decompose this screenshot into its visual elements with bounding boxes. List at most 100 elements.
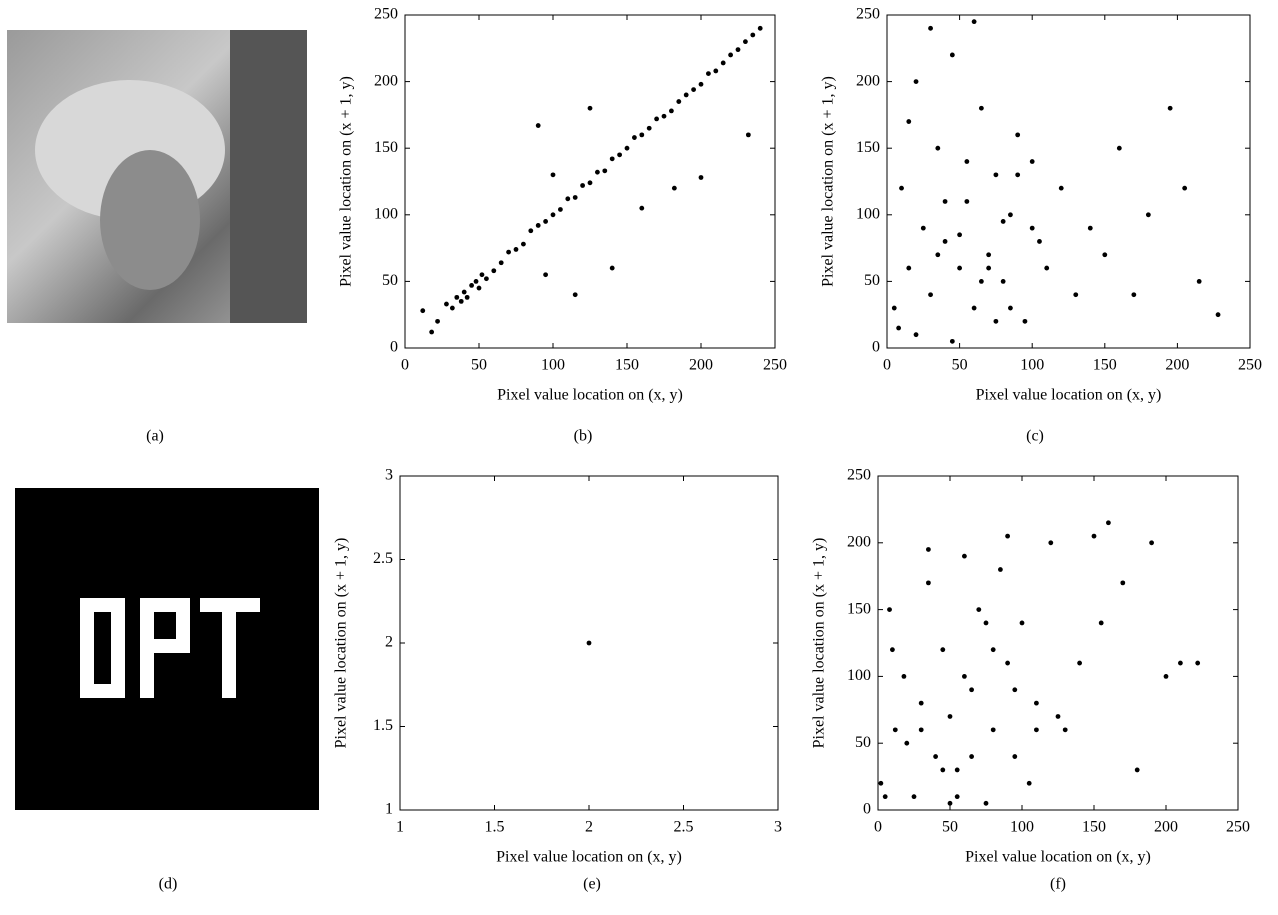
point (1131, 292, 1137, 298)
point (745, 132, 751, 138)
point (1102, 252, 1108, 258)
point (750, 32, 756, 38)
caption: (d) (159, 876, 178, 893)
x-tick-label: 250 (763, 357, 787, 374)
point (1008, 305, 1013, 311)
point (1195, 660, 1201, 666)
x-tick-label: 250 (1226, 819, 1250, 836)
point (624, 145, 630, 151)
point (933, 754, 938, 759)
caption: (a) (146, 428, 164, 445)
point (993, 318, 999, 324)
x-tick-label: 2 (585, 819, 593, 836)
point (935, 252, 941, 258)
y-tick-label: 200 (847, 533, 871, 550)
point (969, 687, 974, 693)
y-tick-label: 2 (385, 634, 393, 651)
point (1196, 279, 1202, 284)
point (913, 79, 919, 84)
y-tick-label: 1.5 (373, 717, 393, 734)
y-tick-label: 1 (385, 801, 393, 818)
point (706, 71, 711, 77)
point (1000, 219, 1006, 224)
point (1055, 714, 1061, 719)
point (940, 767, 946, 773)
axes-frame (877, 475, 1239, 811)
point (639, 205, 645, 211)
x-tick-label: 100 (1020, 357, 1044, 374)
y-tick-label: 150 (374, 139, 398, 156)
point (1116, 145, 1122, 151)
point (998, 567, 1003, 572)
y-axis-label: Pixel value location on (x + 1, y) (811, 538, 828, 749)
x-tick-label: 1.5 (485, 819, 505, 836)
point (918, 700, 924, 706)
point (429, 329, 435, 335)
point (986, 265, 992, 271)
point (1215, 312, 1221, 318)
point (976, 607, 982, 612)
point (1008, 212, 1013, 218)
point (949, 52, 955, 58)
point (887, 607, 892, 612)
point (1098, 620, 1104, 626)
point (1145, 212, 1151, 218)
point (904, 740, 910, 746)
point (926, 547, 931, 552)
point (1022, 318, 1028, 324)
x-tick-label: 0 (883, 357, 891, 374)
y-tick-label: 100 (856, 205, 880, 222)
point (957, 232, 962, 238)
x-axis-label: Pixel value location on (x, y) (965, 849, 1151, 866)
point (1167, 105, 1173, 111)
point (1015, 132, 1021, 138)
point (962, 674, 967, 679)
x-tick-label: 100 (541, 357, 565, 374)
point (735, 47, 741, 53)
y-tick-label: 200 (374, 72, 398, 89)
opt-image (15, 488, 319, 810)
point (454, 294, 460, 300)
point (942, 239, 948, 244)
point (565, 196, 571, 202)
x-tick-label: 50 (952, 357, 968, 374)
x-tick-label: 3 (774, 819, 782, 836)
point (878, 780, 884, 786)
point (572, 195, 578, 200)
point (458, 298, 464, 304)
point (993, 172, 999, 178)
point (940, 647, 946, 653)
point (639, 132, 645, 138)
point (890, 647, 895, 653)
point (676, 99, 682, 104)
point (947, 800, 953, 806)
point (920, 225, 926, 231)
point (891, 305, 897, 311)
point (964, 199, 970, 204)
point (964, 159, 970, 164)
y-tick-label: 200 (856, 72, 880, 89)
point (484, 276, 489, 282)
point (550, 212, 556, 218)
point (1029, 159, 1035, 164)
point (1000, 279, 1006, 284)
point (528, 228, 534, 234)
point (543, 272, 548, 278)
y-tick-label: 0 (390, 339, 398, 356)
point (892, 727, 898, 733)
x-tick-label: 150 (1093, 357, 1117, 374)
point (572, 292, 578, 298)
point (1149, 540, 1154, 546)
point (669, 108, 674, 114)
y-tick-label: 3 (385, 467, 393, 484)
point (935, 145, 941, 151)
y-axis-label: Pixel value location on (x + 1, y) (333, 538, 350, 749)
point (990, 647, 996, 653)
point (461, 289, 467, 295)
point (550, 172, 556, 178)
point (609, 156, 615, 162)
point (469, 282, 474, 288)
x-tick-label: 0 (401, 357, 409, 374)
point (1077, 660, 1082, 666)
